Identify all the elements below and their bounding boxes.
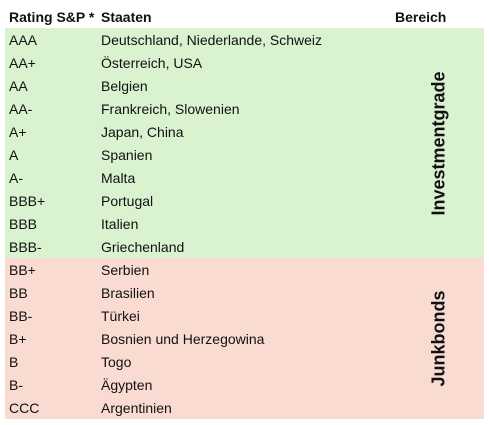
table-row: AA Belgien <box>5 74 484 97</box>
table-row: BB+ Serbien <box>5 258 484 281</box>
header-states: Staaten <box>101 9 152 25</box>
table-row: A- Malta <box>5 166 484 189</box>
table-row: B- Ägypten <box>5 373 484 396</box>
states-cell: Japan, China <box>101 124 184 140</box>
rating-cell: BB- <box>9 308 33 324</box>
states-cell: Österreich, USA <box>101 55 203 71</box>
states-cell: Brasilien <box>101 285 155 301</box>
rating-table: Rating S&P * Staaten Bereich AAA Deutsch… <box>5 5 484 419</box>
states-cell: Portugal <box>101 193 154 209</box>
states-cell: Frankreich, Slowenien <box>101 101 240 117</box>
table-row: BBB- Griechenland <box>5 235 484 258</box>
rating-cell: B- <box>9 377 23 393</box>
table-header: Rating S&P * Staaten Bereich <box>5 5 484 28</box>
table-row: AAA Deutschland, Niederlande, Schweiz <box>5 28 484 51</box>
rating-cell: A <box>9 147 19 163</box>
states-cell: Bosnien und Herzegowina <box>101 331 265 347</box>
group-label-investmentgrade: Investmentgrade <box>415 28 463 258</box>
group-investmentgrade: AAA Deutschland, Niederlande, Schweiz AA… <box>5 28 484 258</box>
rating-cell: AAA <box>9 32 38 48</box>
rating-cell: A- <box>9 170 23 186</box>
states-cell: Malta <box>101 170 136 186</box>
rating-cell: AA <box>9 78 28 94</box>
table-row: B Togo <box>5 350 484 373</box>
table-row: B+ Bosnien und Herzegowina <box>5 327 484 350</box>
states-cell: Italien <box>101 216 139 232</box>
table-row: AA- Frankreich, Slowenien <box>5 97 484 120</box>
table-row: BBB Italien <box>5 212 484 235</box>
rating-cell: AA+ <box>9 55 36 71</box>
rating-cell: BB <box>9 285 28 301</box>
rating-cell: BBB <box>9 216 38 232</box>
table-row: A Spanien <box>5 143 484 166</box>
rating-cell: A+ <box>9 124 27 140</box>
rating-cell: BBB- <box>9 239 42 255</box>
rating-cell: B+ <box>9 331 27 347</box>
rating-cell: B <box>9 354 19 370</box>
header-rating: Rating S&P * <box>9 9 95 25</box>
states-cell: Belgien <box>101 78 148 94</box>
table-row: BB- Türkei <box>5 304 484 327</box>
states-cell: Spanien <box>101 147 153 163</box>
table-row: CCC Argentinien <box>5 396 484 419</box>
states-cell: Serbien <box>101 262 150 278</box>
group-label-text: Junkbonds <box>428 290 449 387</box>
rating-cell: BB+ <box>9 262 36 278</box>
states-cell: Griechenland <box>101 239 185 255</box>
rating-cell: CCC <box>9 400 40 416</box>
table-row: A+ Japan, China <box>5 120 484 143</box>
table-row: AA+ Österreich, USA <box>5 51 484 74</box>
header-range: Bereich <box>395 9 447 25</box>
states-cell: Argentinien <box>101 400 172 416</box>
group-junkbonds: BB+ Serbien BB Brasilien BB- Türkei B+ B… <box>5 258 484 419</box>
states-cell: Togo <box>101 354 132 370</box>
states-cell: Deutschland, Niederlande, Schweiz <box>101 32 323 48</box>
states-cell: Ägypten <box>101 377 153 393</box>
table-row: BBB+ Portugal <box>5 189 484 212</box>
group-label-junkbonds: Junkbonds <box>415 258 463 419</box>
group-label-text: Investmentgrade <box>428 70 449 216</box>
rating-cell: BBB+ <box>9 193 46 209</box>
states-cell: Türkei <box>101 308 140 324</box>
table-row: BB Brasilien <box>5 281 484 304</box>
rating-cell: AA- <box>9 101 33 117</box>
